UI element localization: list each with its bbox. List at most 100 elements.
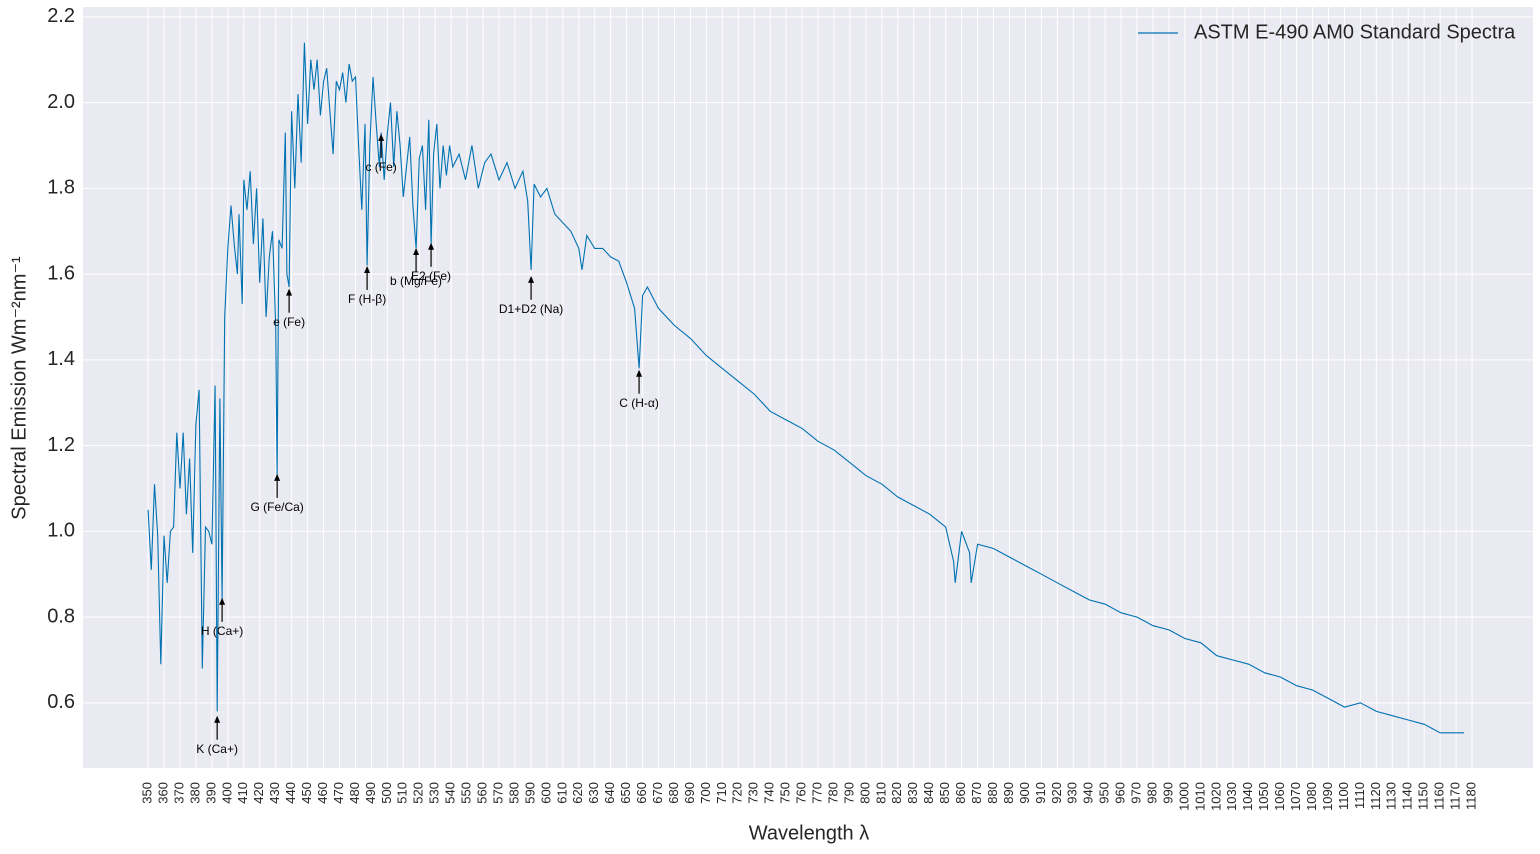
- annotation-label: K (Ca+): [196, 742, 238, 756]
- x-tick-label: 980: [1144, 782, 1159, 804]
- x-tick-label: 350: [140, 782, 155, 804]
- arrow-head: [378, 133, 385, 141]
- x-tick-label: 740: [762, 782, 777, 804]
- x-tick-label: 1150: [1416, 782, 1431, 810]
- x-tick-label: 840: [921, 782, 936, 804]
- x-tick-label: 930: [1065, 782, 1080, 804]
- arrow-head: [364, 265, 371, 273]
- x-tick-label: 1130: [1384, 782, 1399, 810]
- x-tick-label: 630: [586, 782, 601, 804]
- annotation-label: D1+D2 (Na): [499, 302, 563, 316]
- x-tick-label: 510: [395, 782, 410, 804]
- x-tick-label: 1000: [1176, 782, 1191, 811]
- x-tick-label: 850: [937, 782, 952, 804]
- arrow-head: [413, 247, 420, 255]
- x-tick-label: 890: [1001, 782, 1016, 804]
- x-tick-label: 390: [203, 782, 218, 804]
- x-tick-label: 640: [602, 782, 617, 804]
- x-tick-label: 470: [331, 782, 346, 804]
- y-tick-label: 0.8: [47, 605, 75, 627]
- x-tick-label: 560: [475, 782, 490, 804]
- x-tick-label: 950: [1097, 782, 1112, 804]
- y-tick-label: 1.8: [47, 177, 75, 199]
- x-tick-label: 1170: [1448, 782, 1463, 810]
- y-tick-label: 1.4: [47, 348, 75, 370]
- x-tick-label: 1060: [1272, 782, 1287, 811]
- x-tick-label: 1020: [1208, 782, 1223, 811]
- x-tick-label: 500: [379, 782, 394, 804]
- annotation-label: F (H-β): [348, 292, 386, 306]
- x-tick-label: 860: [953, 782, 968, 804]
- x-tick-label: 880: [985, 782, 1000, 804]
- x-tick-label: 810: [873, 782, 888, 804]
- x-tick-label: 1180: [1464, 782, 1479, 810]
- x-tick-label: 990: [1160, 782, 1175, 804]
- x-tick-label: 1050: [1256, 782, 1271, 811]
- x-tick-label: 420: [251, 782, 266, 804]
- y-tick-label: 1.2: [47, 434, 75, 456]
- annotation-label: b (Mg/Fe): [390, 274, 442, 288]
- annotation-label: E2 (Fe): [411, 269, 451, 283]
- x-tick-label: 800: [857, 782, 872, 804]
- x-tick-label: 1030: [1224, 782, 1239, 811]
- arrow-head: [286, 288, 293, 296]
- y-tick-label: 1.6: [47, 262, 75, 284]
- x-tick-label: 370: [171, 782, 186, 804]
- x-tick-label: 690: [682, 782, 697, 804]
- x-tick-label: 540: [443, 782, 458, 804]
- x-tick-label: 400: [219, 782, 234, 804]
- annotation-label: c (Fe): [365, 160, 396, 174]
- arrow-head: [214, 715, 221, 723]
- x-tick-label: 920: [1049, 782, 1064, 804]
- x-tick-label: 1160: [1432, 782, 1447, 810]
- x-tick-label: 610: [554, 782, 569, 804]
- x-tick-label: 970: [1129, 782, 1144, 804]
- x-tick-label: 620: [570, 782, 585, 804]
- x-tick-label: 820: [889, 782, 904, 804]
- x-tick-label: 360: [155, 782, 170, 804]
- x-tick-label: 430: [267, 782, 282, 804]
- x-tick-label: 780: [825, 782, 840, 804]
- x-tick-label: 460: [315, 782, 330, 804]
- x-tick-label: 830: [905, 782, 920, 804]
- x-tick-label: 1140: [1400, 782, 1415, 810]
- x-tick-label: 730: [746, 782, 761, 804]
- x-tick-label: 910: [1033, 782, 1048, 804]
- arrow-head: [636, 369, 643, 377]
- x-tick-label: 590: [522, 782, 537, 804]
- annotation-label: G (Fe/Ca): [250, 500, 303, 514]
- plot-area: [83, 7, 1533, 768]
- x-tick-label: 1120: [1368, 782, 1383, 810]
- y-tick-label: 2.2: [47, 5, 75, 27]
- x-tick-label: 1100: [1336, 782, 1351, 810]
- x-tick-label: 450: [299, 782, 314, 804]
- y-axis-label: Spectral Emission Wm⁻²nm⁻¹: [8, 256, 30, 520]
- data-line: [147, 42, 1465, 734]
- x-tick-label: 700: [698, 782, 713, 804]
- x-tick-label: 480: [347, 782, 362, 804]
- x-tick-label: 1090: [1320, 782, 1335, 811]
- x-tick-label: 580: [506, 782, 521, 804]
- x-tick-label: 960: [1113, 782, 1128, 804]
- arrow-head: [219, 597, 226, 605]
- arrow-head: [528, 275, 535, 283]
- grid: [83, 7, 1533, 768]
- x-tick-label: 790: [841, 782, 856, 804]
- annotation-label: e (Fe): [273, 315, 305, 329]
- x-tick-label: 1110: [1352, 782, 1367, 809]
- x-tick-label: 660: [634, 782, 649, 804]
- x-tick-label: 900: [1017, 782, 1032, 804]
- x-tick-label: 410: [235, 782, 250, 804]
- x-tick-label: 380: [187, 782, 202, 804]
- x-tick-label: 670: [650, 782, 665, 804]
- x-tick-label: 440: [283, 782, 298, 804]
- y-tick-label: 1.0: [47, 520, 75, 542]
- legend-label: ASTM E-490 AM0 Standard Spectra: [1194, 21, 1516, 43]
- x-tick-label: 600: [538, 782, 553, 804]
- x-tick-label: 770: [809, 782, 824, 804]
- x-tick-label: 720: [730, 782, 745, 804]
- x-tick-label: 520: [411, 782, 426, 804]
- x-tick-label: 750: [778, 782, 793, 804]
- annotation-label: C (H-α): [619, 396, 659, 410]
